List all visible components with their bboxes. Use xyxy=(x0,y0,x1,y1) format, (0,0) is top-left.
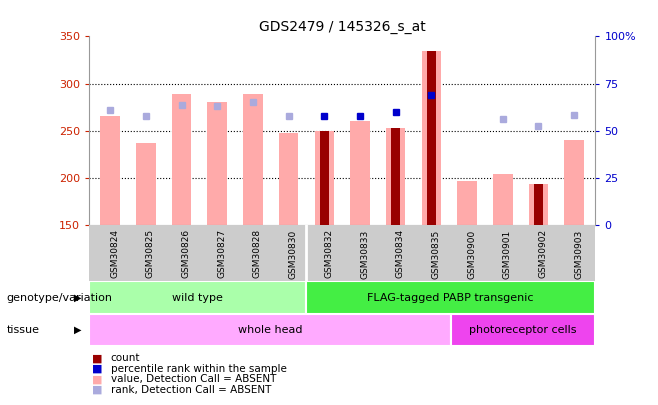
Title: GDS2479 / 145326_s_at: GDS2479 / 145326_s_at xyxy=(259,20,426,34)
Text: GSM30824: GSM30824 xyxy=(111,229,119,278)
Bar xyxy=(457,181,477,225)
Bar xyxy=(493,174,513,225)
Text: GSM30826: GSM30826 xyxy=(182,229,191,278)
Text: GSM30900: GSM30900 xyxy=(467,229,476,279)
Text: GSM30835: GSM30835 xyxy=(432,229,440,279)
Bar xyxy=(89,281,306,314)
Text: FLAG-tagged PABP transgenic: FLAG-tagged PABP transgenic xyxy=(367,293,534,303)
Bar xyxy=(427,51,436,225)
Text: wild type: wild type xyxy=(172,293,223,303)
Text: ■: ■ xyxy=(92,364,103,374)
Bar xyxy=(386,128,405,225)
Bar xyxy=(89,314,451,346)
Text: photoreceptor cells: photoreceptor cells xyxy=(469,325,577,335)
Text: GSM30825: GSM30825 xyxy=(146,229,155,278)
Text: percentile rank within the sample: percentile rank within the sample xyxy=(111,364,286,374)
Bar xyxy=(320,130,329,225)
Text: whole head: whole head xyxy=(238,325,302,335)
Bar xyxy=(451,314,595,346)
Bar xyxy=(101,117,120,225)
Text: GSM30901: GSM30901 xyxy=(503,229,512,279)
Text: tissue: tissue xyxy=(7,325,39,335)
Text: GSM30834: GSM30834 xyxy=(395,229,405,278)
Text: ■: ■ xyxy=(92,354,103,363)
Bar xyxy=(392,128,400,225)
Bar xyxy=(528,184,548,225)
Text: GSM30828: GSM30828 xyxy=(253,229,262,278)
Text: genotype/variation: genotype/variation xyxy=(7,293,113,303)
Text: ■: ■ xyxy=(92,375,103,384)
Bar xyxy=(565,140,584,225)
Bar xyxy=(315,130,334,225)
Text: GSM30902: GSM30902 xyxy=(538,229,547,278)
Bar xyxy=(534,184,543,225)
Text: GSM30833: GSM30833 xyxy=(360,229,369,279)
Text: ▶: ▶ xyxy=(74,293,82,303)
Text: GSM30830: GSM30830 xyxy=(289,229,297,279)
Bar xyxy=(422,51,441,225)
Text: ▶: ▶ xyxy=(74,325,82,335)
Bar xyxy=(243,94,263,225)
Text: GSM30832: GSM30832 xyxy=(324,229,334,278)
Bar xyxy=(172,94,191,225)
Bar xyxy=(136,143,156,225)
Text: ■: ■ xyxy=(92,385,103,395)
Bar xyxy=(306,281,595,314)
Text: GSM30827: GSM30827 xyxy=(217,229,226,278)
Bar xyxy=(207,102,227,225)
Text: rank, Detection Call = ABSENT: rank, Detection Call = ABSENT xyxy=(111,385,271,395)
Text: value, Detection Call = ABSENT: value, Detection Call = ABSENT xyxy=(111,375,276,384)
Text: GSM30903: GSM30903 xyxy=(574,229,583,279)
Text: count: count xyxy=(111,354,140,363)
Bar xyxy=(350,121,370,225)
Bar xyxy=(279,133,299,225)
